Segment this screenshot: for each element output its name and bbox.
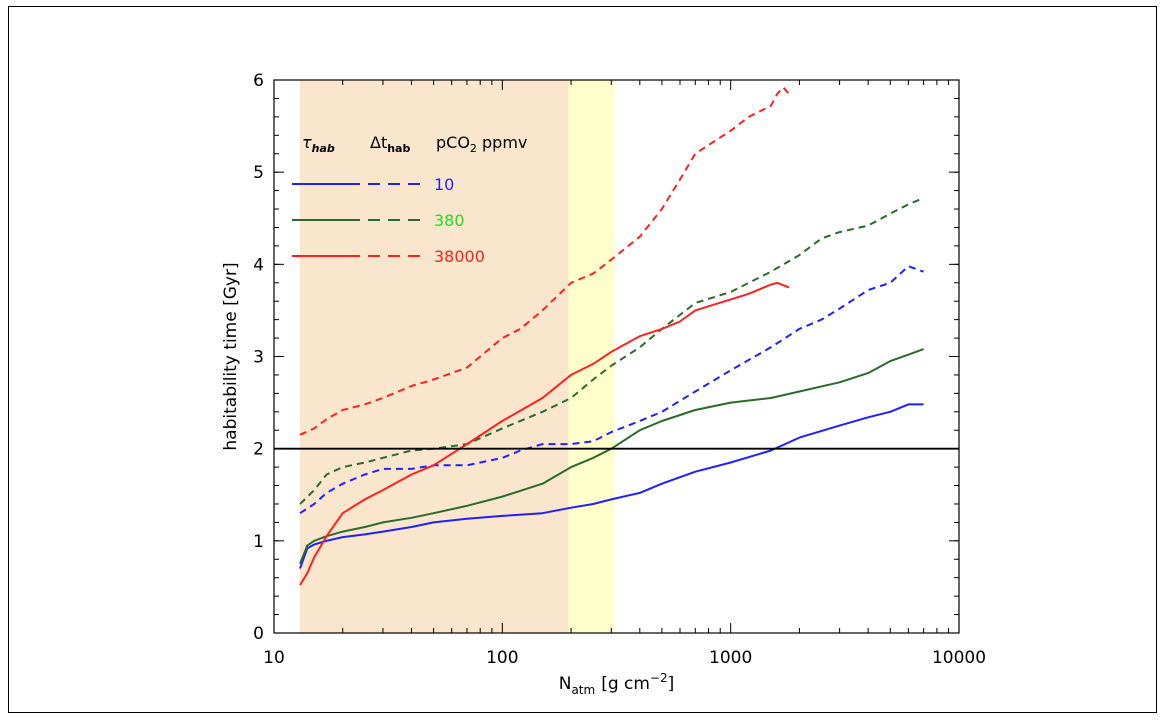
legend-entries: 10 380 38000 xyxy=(292,175,485,266)
legend-label: 10 xyxy=(434,175,454,194)
shaded-region-1 xyxy=(568,80,615,633)
x-tick-label: 1000 xyxy=(709,648,752,668)
legend: τhab Δthab pCO2 ppmv 10 380 38000 xyxy=(292,133,527,266)
series-line-38000-dashed xyxy=(299,86,790,436)
legend-label: 38000 xyxy=(434,247,485,266)
y-tick-label: 3 xyxy=(253,348,264,368)
figure-frame xyxy=(8,6,1157,713)
legend-header-pco2: pCO2 ppmv xyxy=(436,133,527,155)
legend-header-tau: τhab xyxy=(302,133,335,155)
y-tick-label: 5 xyxy=(253,163,264,183)
y-axis-title: habitability time [Gyr] xyxy=(221,262,241,450)
x-tick-label: 10 xyxy=(263,648,285,668)
series-line-380-dashed xyxy=(299,197,924,505)
series-line-38000-solid xyxy=(299,281,790,586)
series-line-380-solid xyxy=(299,348,924,565)
shaded-region-0 xyxy=(300,80,569,633)
x-tick-label: 10000 xyxy=(932,648,986,668)
shaded-regions xyxy=(300,80,615,633)
y-tick-label: 2 xyxy=(253,440,264,460)
series-line-10-dashed xyxy=(299,265,924,515)
series-lines xyxy=(299,86,924,586)
x-axis-title: Natm [g cm−2] xyxy=(559,671,675,697)
ticks: 10 100 1000 10000 0 1 2 3 4 5 6 xyxy=(253,71,986,668)
x-tick-label: 100 xyxy=(486,648,518,668)
y-tick-label: 4 xyxy=(253,255,264,275)
y-tick-label: 1 xyxy=(253,532,264,552)
series-line-10-solid xyxy=(299,403,924,569)
y-tick-label: 0 xyxy=(253,624,264,644)
legend-header-delta: Δthab xyxy=(370,133,410,155)
y-tick-label: 6 xyxy=(253,71,264,91)
legend-label: 380 xyxy=(434,211,465,230)
